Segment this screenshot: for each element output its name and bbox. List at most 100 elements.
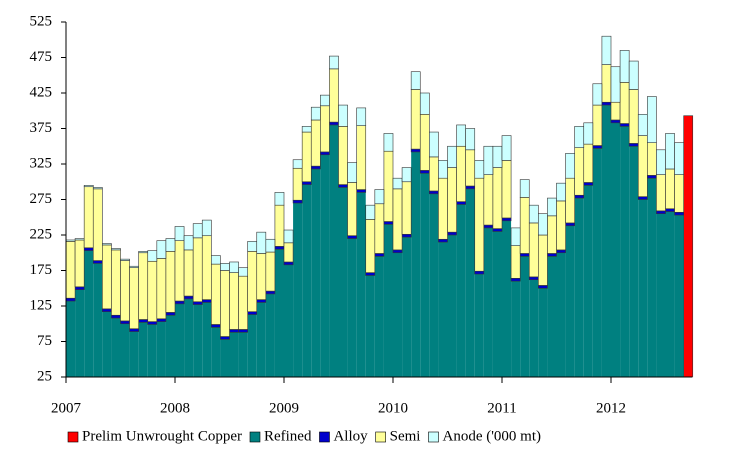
bar-segment	[447, 145, 457, 168]
bar-segment	[201, 235, 212, 300]
y-tick-label: 175	[30, 262, 53, 278]
y-tick-label: 225	[30, 226, 53, 242]
bar-segment	[347, 162, 357, 183]
bar-segment	[583, 182, 594, 186]
bar-segment	[310, 119, 321, 167]
bar-segment	[601, 35, 612, 65]
bar-segment	[165, 251, 176, 313]
bar-segment	[429, 131, 439, 158]
bar-segment	[620, 126, 630, 378]
y-tick-label: 325	[30, 155, 53, 171]
bar-segment	[483, 227, 493, 377]
bar-segment	[238, 332, 248, 377]
bar-segment	[538, 285, 548, 289]
bar-segment	[429, 190, 439, 195]
bar-segment	[265, 290, 276, 295]
legend-marker	[249, 431, 261, 443]
bar-segment	[610, 119, 621, 124]
legend-marker	[428, 431, 439, 443]
bar-segment	[419, 114, 430, 171]
y-tick-label: 475	[30, 49, 53, 65]
bar-segment	[429, 156, 439, 192]
bar-segment	[619, 123, 630, 127]
bar-segment	[374, 203, 385, 254]
bar-segment	[111, 249, 121, 316]
bar-segment	[483, 174, 494, 226]
bar-segment	[138, 252, 149, 320]
bar-segment	[401, 167, 412, 183]
bar-segment	[274, 204, 285, 247]
bar-segment	[656, 210, 666, 215]
legend-marker	[67, 431, 79, 443]
bar-segment	[556, 200, 566, 251]
bar-segment	[174, 226, 185, 241]
bar-segment	[556, 249, 566, 254]
legend-label: Prelim Unwrought Copper	[82, 428, 242, 444]
bar-segment	[447, 167, 457, 233]
bar-segment	[392, 177, 403, 190]
bar-segment	[610, 66, 621, 103]
bar-segment	[111, 314, 121, 319]
bar-segment	[111, 248, 121, 251]
bar-segment	[465, 188, 475, 377]
bar-segment	[165, 238, 176, 252]
bar-segment	[329, 68, 339, 123]
bar-segment	[274, 192, 285, 206]
bar-segment	[120, 320, 130, 325]
bar-segment	[674, 142, 684, 175]
bar-segment	[547, 215, 557, 254]
bar-segment	[338, 126, 348, 185]
bar-segment	[401, 233, 412, 238]
bar-segment	[410, 89, 421, 150]
bar-segment	[310, 106, 321, 121]
bar-segment	[174, 240, 185, 302]
bar-segment	[65, 239, 76, 242]
bar-segment	[374, 253, 385, 257]
legend-marker	[319, 431, 330, 443]
bar-segment	[419, 170, 430, 174]
bar-segment	[656, 213, 666, 377]
bar-segment	[129, 328, 139, 332]
bar-segment	[265, 251, 276, 292]
bar-segment	[229, 261, 239, 273]
bar-segment	[383, 133, 394, 152]
bar-segment	[83, 186, 94, 249]
bar-segment	[601, 64, 612, 103]
bar-segment	[628, 89, 639, 144]
x-tick-label: 2008	[160, 400, 190, 416]
bar-segment	[592, 145, 603, 149]
bar-segment	[220, 339, 230, 377]
bar-segment	[356, 192, 366, 377]
bar-segment	[256, 302, 266, 377]
bar-segment	[647, 175, 657, 179]
legend-label: Refined	[264, 428, 312, 444]
bar-segment	[393, 252, 403, 377]
bar-segment	[229, 329, 239, 333]
x-tick-label: 2007	[51, 400, 82, 416]
bar-segment	[665, 211, 675, 377]
y-tick-label: 25	[37, 368, 52, 384]
bar-segment	[301, 181, 312, 185]
bar-segment	[284, 264, 294, 377]
legend-label: Semi	[390, 428, 421, 444]
bar-segment	[156, 258, 167, 320]
bar-segment	[256, 253, 267, 300]
bar-segment	[265, 238, 276, 253]
bar-segment	[647, 96, 657, 144]
bar-segment	[156, 240, 167, 259]
bar-segment	[256, 231, 267, 254]
bar-segment	[520, 256, 530, 377]
bar-segment	[392, 188, 403, 251]
bar-segment	[619, 82, 630, 124]
bar-segment	[356, 125, 367, 190]
bar-segment	[683, 115, 694, 378]
bar-segment	[410, 148, 421, 153]
bar-segment	[519, 179, 530, 198]
bar-segment	[147, 260, 158, 322]
bar-segment	[619, 50, 630, 83]
bar-segment	[184, 298, 194, 377]
bar-segment	[556, 252, 566, 377]
bar-segment	[565, 153, 575, 179]
bar-segment	[138, 322, 148, 377]
bar-segment	[220, 263, 230, 271]
